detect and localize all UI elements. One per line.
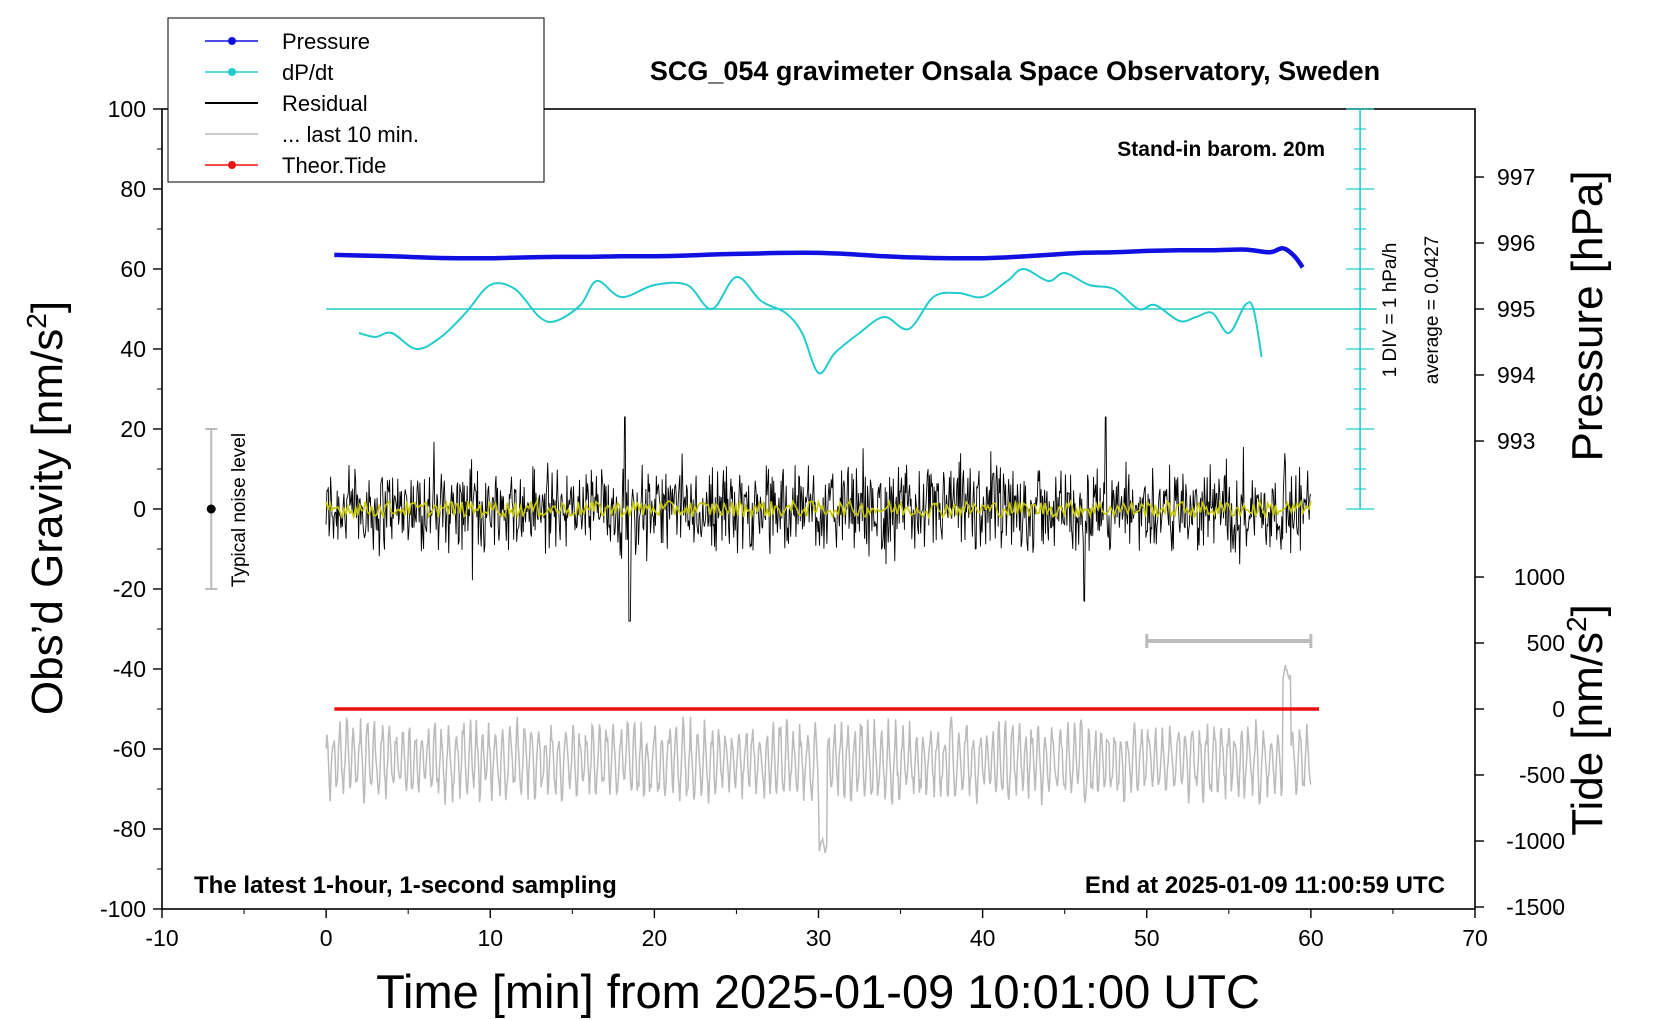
tide-axis-label: Tide [nm/s2] xyxy=(1561,604,1612,836)
y-tick-label: 40 xyxy=(120,336,146,362)
x-tick-label: 50 xyxy=(1134,925,1160,951)
legend: Pressure dP/dt Residual ... last 10 min. The… xyxy=(167,17,545,183)
legend-swatch-marker xyxy=(228,68,236,76)
tide-tick-label: -1000 xyxy=(1506,828,1565,854)
stand-in-barometer-note: Stand-in barom. 20m xyxy=(1117,138,1325,161)
series-layer xyxy=(205,108,1377,854)
pressure-tick-label: 997 xyxy=(1497,164,1535,190)
pressure-axis-ticks: 997 996 995 994 993 xyxy=(1475,164,1536,454)
chart-title: SCG_054 gravimeter Onsala Space Observat… xyxy=(650,56,1380,86)
x-axis-label: Time [min] from 2025-01-09 10:01:00 UTC xyxy=(376,965,1260,1018)
noise-level-center-dot xyxy=(206,504,216,514)
tide-tick-label: 0 xyxy=(1552,696,1565,722)
x-tick-label: 0 xyxy=(320,925,333,951)
legend-label: Pressure xyxy=(282,29,370,54)
noise-level-label: Typical noise level xyxy=(229,433,250,587)
legend-label: dP/dt xyxy=(282,60,333,85)
sampling-note: The latest 1-hour, 1-second sampling xyxy=(194,872,617,899)
legend-label: Theor.Tide xyxy=(282,153,386,178)
y-axis-left-label-sup: 2 xyxy=(21,313,52,329)
x-tick-label: 30 xyxy=(806,925,832,951)
legend-rows: Pressure dP/dt Residual ... last 10 min. The… xyxy=(205,29,419,178)
y-tick-label: 0 xyxy=(133,496,146,522)
end-time-note: End at 2025-01-09 11:00:59 UTC xyxy=(1085,872,1445,899)
x-tick-label: 10 xyxy=(477,925,503,951)
y-axis-left-label-end: ] xyxy=(23,301,72,313)
y-tick-label: -60 xyxy=(113,736,146,762)
pressure-tick-label: 996 xyxy=(1497,230,1535,256)
tide-tick-label: -1500 xyxy=(1506,894,1565,920)
y-axis-left-label: Obs’d Gravity [nm/s2] xyxy=(21,301,72,715)
x-tick-label: 60 xyxy=(1298,925,1324,951)
y-tick-label: 80 xyxy=(120,176,146,202)
x-tick-label: -10 xyxy=(145,925,178,951)
x-tick-label: 70 xyxy=(1462,925,1488,951)
y-tick-label: -20 xyxy=(113,576,146,602)
y-tick-label: 60 xyxy=(120,256,146,282)
tide-axis-label-end: ] xyxy=(1563,604,1612,616)
legend-swatch-marker xyxy=(228,161,236,169)
y-tick-label: 100 xyxy=(108,96,146,122)
pressure-line xyxy=(334,246,1305,269)
div-scale-label: 1 DIV = 1 hPa/h xyxy=(1380,243,1401,378)
tide-tick-label: -500 xyxy=(1519,762,1565,788)
tide-axis-ticks: 1000 500 0 -500 -1000 -1500 xyxy=(1475,564,1565,920)
y-tick-label: 20 xyxy=(120,416,146,442)
residual-smoothed-line xyxy=(325,498,1312,520)
y-tick-label: -40 xyxy=(113,656,146,682)
tide-axis-label-sup: 2 xyxy=(1561,616,1592,632)
average-label: average = 0.0427 xyxy=(1422,236,1443,384)
x-tick-label: 40 xyxy=(970,925,996,951)
residual-line xyxy=(325,416,1312,622)
y-tick-label: -100 xyxy=(100,896,146,922)
tide-tick-label: 500 xyxy=(1527,630,1565,656)
pressure-tick-label: 993 xyxy=(1497,428,1535,454)
y-axis-left-ticks: 100 80 60 40 20 0 -20 -40 -60 -80 -100 xyxy=(100,96,162,922)
x-tick-label: 20 xyxy=(642,925,668,951)
pressure-tick-label: 995 xyxy=(1497,296,1535,322)
pressure-tick-label: 994 xyxy=(1497,362,1536,388)
dpdt-line xyxy=(358,267,1263,375)
legend-label: Residual xyxy=(282,91,368,116)
pressure-axis-label: Pressure [hPa] xyxy=(1563,170,1612,461)
y-axis-left-label-main: Obs’d Gravity [nm/s xyxy=(23,329,72,715)
y-tick-label: -80 xyxy=(113,816,146,842)
x-axis-ticks: -10 0 10 20 30 40 50 60 70 xyxy=(145,909,1558,951)
last-10-min-line xyxy=(325,664,1312,854)
legend-label: ... last 10 min. xyxy=(282,122,419,147)
legend-box xyxy=(167,17,545,183)
tide-axis-label-main: Tide [nm/s xyxy=(1563,632,1612,836)
tide-tick-label: 1000 xyxy=(1514,564,1565,590)
legend-swatch-marker xyxy=(228,37,236,45)
